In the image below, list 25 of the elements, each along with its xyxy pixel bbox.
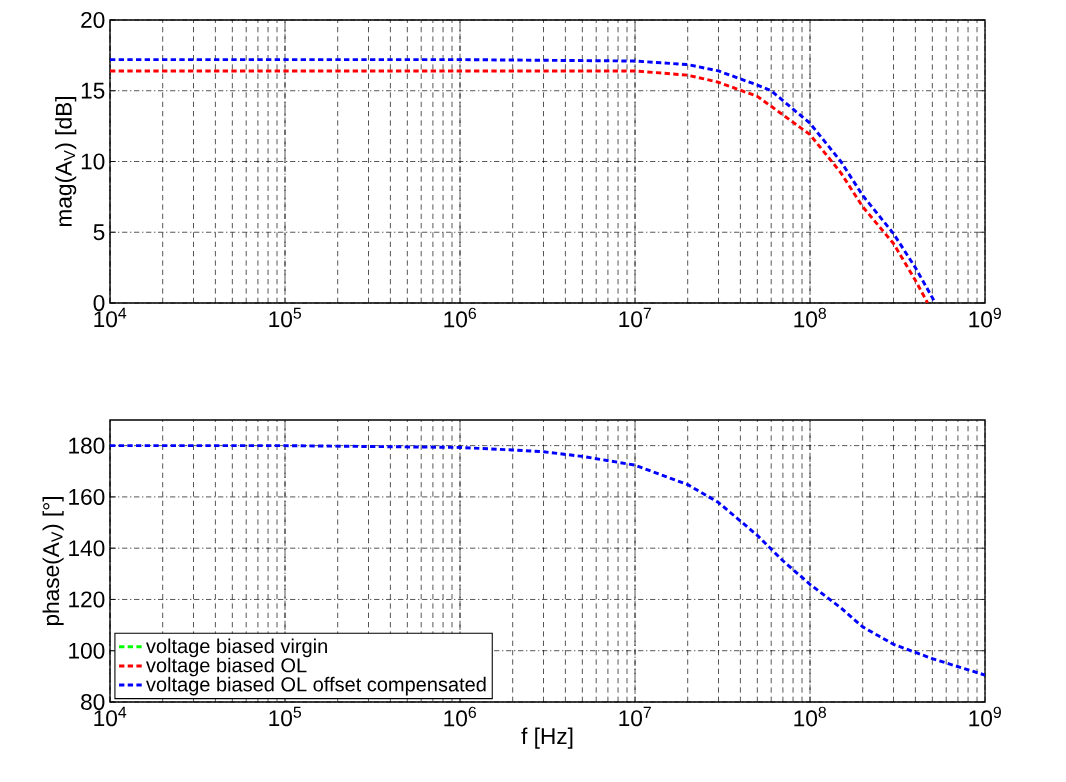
y-tick-label: 10 bbox=[81, 153, 105, 170]
legend-label: voltage biased OL offset compensated bbox=[146, 676, 486, 696]
x-tick-label: 10$^{8}$ bbox=[794, 706, 827, 727]
y-tick-label: 160 bbox=[69, 488, 105, 505]
y-tick-label: 15 bbox=[81, 82, 105, 99]
x-tick-label: 10$^{9}$ bbox=[969, 307, 1001, 328]
x-tick-label: 10$^{7}$ bbox=[619, 307, 651, 328]
y-tick-label: 180 bbox=[69, 437, 105, 454]
x-tick-label: 10$^{5}$ bbox=[269, 307, 302, 328]
y-tick-label: 120 bbox=[69, 591, 105, 608]
legend-label: voltage biased virgin bbox=[146, 638, 327, 658]
x-tick-label: 10$^{9}$ bbox=[969, 706, 1001, 727]
x-tick-label: 10$^{6}$ bbox=[444, 706, 477, 727]
y-axis-title: mag(A$_{V}$) [dB] bbox=[55, 97, 77, 227]
y-tick-label: 140 bbox=[69, 540, 105, 557]
x-tick-label: 10$^{8}$ bbox=[794, 307, 827, 328]
y-tick-label: 5 bbox=[93, 224, 105, 241]
y-axis-title: phase(A$_{V}$) [°] bbox=[42, 497, 64, 626]
legend-label: voltage biased OL bbox=[146, 657, 307, 677]
x-tick-label: 10$^{7}$ bbox=[619, 706, 651, 727]
y-tick-label: 100 bbox=[69, 642, 105, 659]
x-tick-label: 10$^{5}$ bbox=[269, 706, 302, 727]
y-tick-label: 20 bbox=[81, 11, 105, 29]
x-axis-title: f [Hz] bbox=[521, 727, 573, 749]
x-tick-label: 10$^{6}$ bbox=[444, 307, 477, 328]
